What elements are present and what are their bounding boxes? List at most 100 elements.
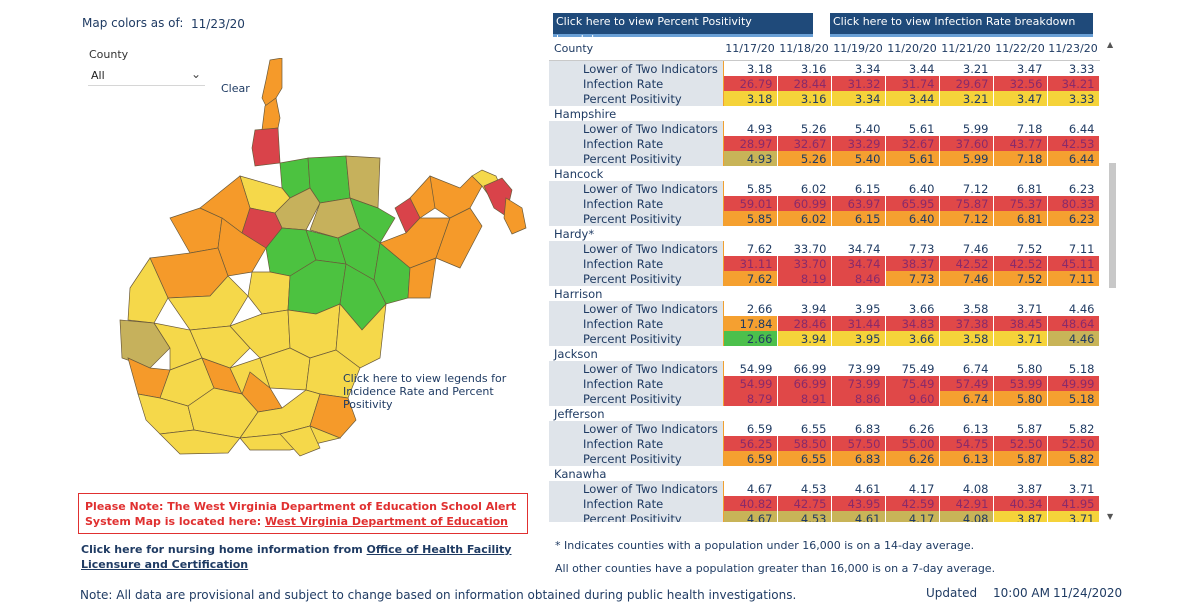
- chevron-down-icon: ⌄: [190, 67, 201, 81]
- metric-value-cell: 3.33: [1047, 91, 1100, 106]
- metric-value-cell: 28.46: [777, 316, 832, 331]
- metric-value-cell: 3.18: [723, 91, 778, 106]
- empty-cell: [993, 466, 1048, 481]
- date-column-header[interactable]: 11/21/20: [939, 40, 993, 61]
- empty-cell: [723, 106, 778, 121]
- map-county: [189, 325, 251, 369]
- metric-value-cell: 3.94: [777, 331, 832, 346]
- empty-cell: [1047, 106, 1100, 121]
- empty-cell: [1047, 406, 1100, 421]
- table-row: Percent Positivity 2.66 3.94 3.95 3.66 3.58 3.…: [549, 331, 1100, 346]
- empty-cell: [993, 286, 1048, 301]
- metric-value-cell: 42.53: [1047, 136, 1100, 151]
- table-row: Percent Positivity 8.79 8.91 8.86 9.60 6.74 5.…: [549, 391, 1100, 406]
- metric-value-cell: 5.26: [777, 151, 832, 166]
- metric-label: Lower of Two Indicators: [549, 361, 724, 376]
- metric-value-cell: 5.18: [1047, 361, 1100, 376]
- metric-value-cell: 73.99: [831, 361, 886, 376]
- empty-cell: [1047, 346, 1100, 361]
- clear-button[interactable]: Clear: [221, 82, 250, 95]
- metric-value-cell: 6.83: [831, 451, 886, 466]
- date-column-header[interactable]: 11/23/20: [1047, 40, 1099, 61]
- county-row[interactable]: Kanawha: [549, 466, 1100, 481]
- metric-label: Lower of Two Indicators: [549, 301, 724, 316]
- empty-cell: [777, 286, 832, 301]
- metric-value-cell: 5.82: [1047, 421, 1100, 436]
- metric-value-cell: 6.02: [777, 181, 832, 196]
- metric-value-cell: 6.13: [939, 451, 994, 466]
- metric-value-cell: 42.52: [939, 256, 994, 271]
- metric-value-cell: 3.16: [777, 91, 832, 106]
- county-dropdown[interactable]: All ⌄: [88, 67, 205, 86]
- empty-cell: [885, 226, 940, 241]
- metric-value-cell: 49.99: [1047, 376, 1100, 391]
- county-name: Hampshire: [549, 106, 724, 121]
- county-name: Hardy*: [549, 226, 724, 241]
- metric-value-cell: 3.66: [885, 331, 940, 346]
- metric-value-cell: 41.95: [1047, 496, 1100, 511]
- metric-value-cell: 34.83: [885, 316, 940, 331]
- scroll-up-icon[interactable]: ▲: [1107, 40, 1114, 49]
- county-row[interactable]: Hampshire: [549, 106, 1100, 121]
- county-row[interactable]: Harrison: [549, 286, 1100, 301]
- date-column-header[interactable]: 11/22/20: [993, 40, 1047, 61]
- empty-cell: [1047, 226, 1100, 241]
- empty-cell: [1047, 286, 1100, 301]
- legend-link[interactable]: Click here to view legends for Incidence…: [343, 372, 507, 411]
- metric-value-cell: 3.87: [993, 481, 1048, 496]
- table-scrollbar-thumb[interactable]: [1109, 163, 1116, 288]
- metric-value-cell: 3.71: [993, 301, 1048, 316]
- date-column-header[interactable]: 11/20/20: [885, 40, 939, 61]
- provisional-data-note: Note: All data are provisional and subje…: [80, 588, 797, 602]
- wv-county-map[interactable]: [110, 58, 530, 458]
- metric-value-cell: 5.80: [993, 391, 1048, 406]
- county-row[interactable]: Hancock: [549, 166, 1100, 181]
- table-row: Infection Rate 31.11 33.70 34.74 38.37 42.52 4…: [549, 256, 1100, 271]
- metric-value-cell: 26.79: [723, 76, 778, 91]
- date-column-header[interactable]: 11/18/20: [777, 40, 831, 61]
- metric-value-cell: 6.55: [777, 451, 832, 466]
- metric-value-cell: 6.59: [723, 451, 778, 466]
- map-county: [279, 425, 321, 457]
- county-row[interactable]: Jefferson: [549, 406, 1100, 421]
- empty-cell: [831, 286, 886, 301]
- metric-value-cell: 52.50: [1047, 436, 1100, 451]
- empty-cell: [885, 106, 940, 121]
- metric-value-cell: 3.58: [939, 331, 994, 346]
- county-metrics-table[interactable]: County 11/17/20 11/18/20 11/19/20 11/20/20 1…: [549, 40, 1108, 522]
- metric-value-cell: 3.21: [939, 60, 994, 76]
- county-row[interactable]: Hardy*: [549, 226, 1100, 241]
- metric-value-cell: 7.62: [723, 241, 778, 256]
- metric-label: Infection Rate: [549, 136, 724, 151]
- empty-cell: [723, 286, 778, 301]
- percent-positivity-breakdown-button[interactable]: Click here to view Percent Positivity br…: [553, 13, 813, 46]
- county-row[interactable]: Jackson: [549, 346, 1100, 361]
- metric-value-cell: 5.99: [939, 121, 994, 136]
- table-row: Percent Positivity 7.62 8.19 8.46 7.73 7.46 7.…: [549, 271, 1100, 286]
- infection-rate-breakdown-button[interactable]: Click here to view Infection Rate breakd…: [830, 13, 1093, 37]
- metric-value-cell: 34.74: [831, 256, 886, 271]
- doe-notice-link[interactable]: West Virginia Department of Education: [264, 515, 508, 528]
- large-population-note: All other counties have a population gre…: [555, 562, 996, 575]
- metric-value-cell: 42.91: [939, 496, 994, 511]
- date-column-header[interactable]: 11/17/20: [723, 40, 777, 61]
- metric-value-cell: 3.66: [885, 301, 940, 316]
- empty-cell: [885, 406, 940, 421]
- nursing-home-link[interactable]: Office of Health Facility Licensure and …: [81, 543, 512, 571]
- empty-cell: [777, 226, 832, 241]
- metric-value-cell: 54.75: [939, 436, 994, 451]
- scroll-down-icon[interactable]: ▼: [1107, 512, 1114, 521]
- metric-label: Infection Rate: [549, 376, 724, 391]
- county-column-header[interactable]: County: [549, 40, 723, 61]
- metric-value-cell: 57.50: [831, 436, 886, 451]
- metric-value-cell: 4.67: [723, 481, 778, 496]
- metric-value-cell: 3.18: [723, 60, 778, 76]
- metric-value-cell: 57.49: [939, 376, 994, 391]
- metric-value-cell: 7.11: [1047, 241, 1100, 256]
- metric-label: Infection Rate: [549, 496, 724, 511]
- metric-value-cell: 7.73: [885, 271, 940, 286]
- metric-value-cell: 5.26: [777, 121, 832, 136]
- metric-value-cell: 3.94: [777, 301, 832, 316]
- empty-cell: [777, 106, 832, 121]
- date-column-header[interactable]: 11/19/20: [831, 40, 885, 61]
